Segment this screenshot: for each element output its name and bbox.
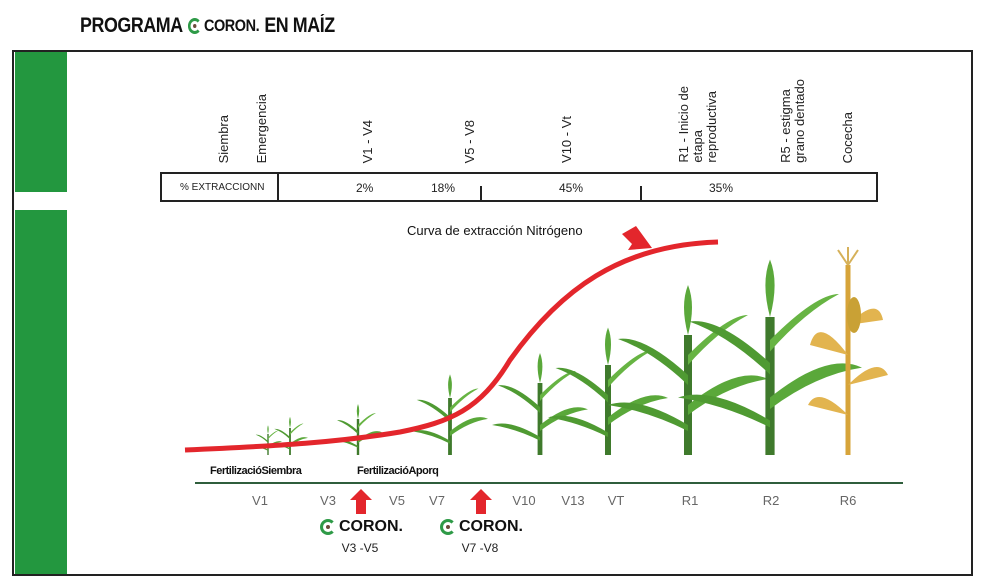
plant-v5: [332, 402, 384, 457]
coron-logo: CORON.: [187, 16, 260, 36]
fertilization-hilling: FertilizacióAporq: [357, 465, 439, 477]
plant-v13: [548, 328, 668, 456]
stage-v7: V7: [429, 493, 445, 508]
tick: [640, 186, 642, 200]
application-range-1: V3 -V5: [341, 541, 379, 555]
coron-logo-icon: [187, 18, 202, 34]
stage-v5: V5: [389, 493, 405, 508]
stage-vt: VT: [607, 493, 625, 508]
value-reproductive: 35%: [709, 181, 734, 195]
coron-application-2: CORON.: [440, 518, 523, 536]
coron-brand: CORON.: [459, 518, 523, 535]
coron-logo-icon: [320, 519, 336, 535]
page-title: PROGRAMA CORON. EN MAÍZ: [80, 14, 335, 38]
fertilization-sowing: FertilizacióSiembra: [210, 465, 302, 477]
curve-arrow: [622, 226, 652, 250]
value-v10-vt: 45%: [559, 181, 584, 195]
curve-label: Curva de extracción Nitrógeno: [407, 223, 583, 238]
coron-logo-icon: [440, 519, 456, 535]
stage-v13: V13: [561, 493, 585, 508]
plant-vt: [608, 285, 768, 455]
application-range-2: V7 -V8: [461, 541, 499, 555]
stage-r2: R2: [762, 493, 780, 508]
plant-r1: [678, 260, 862, 456]
stage-r6: R6: [839, 493, 857, 508]
stage-v3: V3: [320, 493, 336, 508]
green-bar-bottom: [15, 210, 67, 574]
stage-r1: R1: [681, 493, 699, 508]
coron-brand: CORON.: [203, 16, 260, 35]
value-v1-v4: 2%: [356, 181, 374, 195]
stage-v1: V1: [252, 493, 268, 508]
tick: [480, 186, 482, 200]
divider: [277, 174, 279, 200]
arrow-up-icon: [470, 489, 492, 514]
coron-brand: CORON.: [339, 518, 403, 535]
coron-application-1: CORON.: [320, 518, 403, 536]
value-v5-v8: 18%: [431, 181, 456, 195]
extraction-table: % EXTRACCIONN 2% 18% 45% 35%: [160, 172, 878, 202]
plant-v3: [271, 415, 309, 456]
diagram-frame: [12, 50, 973, 576]
green-bar-top: [15, 52, 67, 192]
title-prefix: PROGRAMA: [80, 14, 183, 37]
plant-r6: [808, 247, 888, 455]
title-suffix: EN MAÍZ: [264, 14, 335, 37]
table-header: % EXTRACCIONN: [180, 182, 265, 193]
stage-v10: V10: [512, 493, 536, 508]
plant-v7: [410, 372, 490, 457]
arrow-up-icon: [350, 489, 372, 514]
nitrogen-curve: [184, 239, 719, 453]
